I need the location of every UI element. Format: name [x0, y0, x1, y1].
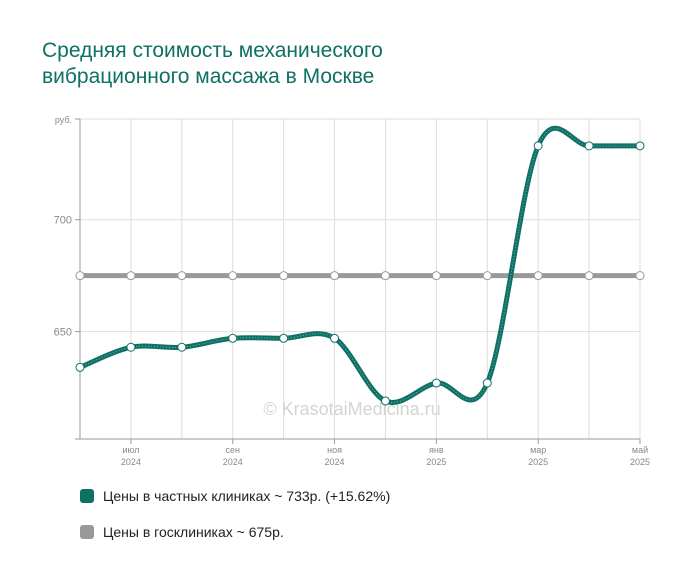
x-tick-label-month: июл [122, 445, 139, 455]
y-unit-label: руб. [55, 115, 72, 125]
series-lines [77, 125, 643, 405]
data-point-public [228, 271, 238, 281]
legend-label-public: Цены в госклиниках ~ 675р. [103, 524, 284, 540]
data-point-public [279, 271, 289, 281]
y-tick-label: 650 [54, 327, 72, 339]
line-chart: © KrasotaiMedicina.ru 650 700 руб. июл 2024 с… [54, 115, 650, 467]
x-tick-label-year: 2024 [325, 457, 345, 467]
legend-swatch-private [80, 489, 94, 503]
legend-swatch-public [80, 525, 94, 539]
y-tick-label: 700 [54, 215, 72, 227]
x-tick-label-year: 2025 [426, 457, 446, 467]
chart-title-line-2: вибрационного массажа в Москве [42, 65, 375, 88]
chart-title: Средняя стоимость механического вибрацио… [42, 38, 662, 90]
grid-lines [79, 118, 641, 439]
data-point-private [330, 333, 340, 343]
data-point-private [279, 333, 289, 343]
x-tick-label-year: 2025 [630, 457, 650, 467]
data-point-private [126, 342, 136, 352]
data-point-public [431, 271, 441, 281]
legend-label-private: Цены в частных клиниках ~ 733р. (+15.62%… [103, 488, 391, 504]
data-point-private [482, 378, 492, 388]
legend-item-public[interactable]: Цены в госклиниках ~ 675р. [80, 522, 390, 542]
data-point-public [482, 271, 492, 281]
x-tick-label-year: 2024 [223, 457, 243, 467]
series-line-private-hatch [79, 127, 640, 403]
data-point-private [584, 141, 594, 151]
data-point-public [380, 271, 390, 281]
data-point-private [228, 333, 238, 343]
data-point-public [533, 271, 543, 281]
data-point-public [177, 271, 187, 281]
legend-item-private[interactable]: Цены в частных клиниках ~ 733р. (+15.62%… [80, 486, 390, 506]
data-point-private [635, 141, 645, 151]
data-point-public [75, 271, 85, 281]
x-tick-label-month: янв [429, 445, 444, 455]
data-point-public [635, 271, 645, 281]
data-point-private [380, 396, 390, 406]
chart-title-line-1: Средняя стоимость механического [42, 39, 383, 62]
x-tick-label-month: май [632, 445, 648, 455]
data-point-public [584, 271, 594, 281]
x-tick-label-year: 2024 [121, 457, 141, 467]
legend: Цены в частных клиниках ~ 733р. (+15.62%… [80, 486, 390, 558]
data-point-private [75, 362, 85, 372]
data-points [75, 141, 645, 406]
data-point-private [177, 342, 187, 352]
x-tick-label-month: мар [530, 445, 546, 455]
data-point-private [533, 141, 543, 151]
data-point-public [126, 271, 136, 281]
data-point-private [431, 378, 441, 388]
watermark: © KrasotaiMedicina.ru [263, 399, 440, 419]
x-tick-label-year: 2025 [528, 457, 548, 467]
axes: 650 700 руб. июл 2024 сен 2024 ноя 2024 янв 2025 ма… [54, 115, 650, 467]
x-tick-label-month: сен [225, 445, 240, 455]
x-tick-label-month: ноя [327, 445, 342, 455]
data-point-public [330, 271, 340, 281]
series-line-private [77, 125, 643, 405]
